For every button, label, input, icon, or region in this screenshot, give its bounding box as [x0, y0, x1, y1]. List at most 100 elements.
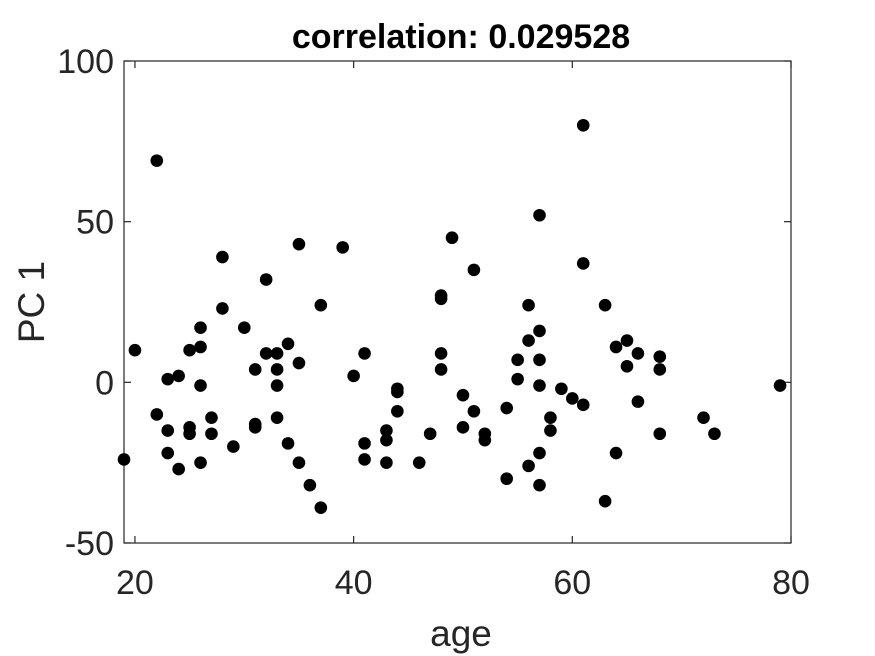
data-point: [358, 437, 371, 450]
data-point: [270, 411, 284, 424]
data-point: [773, 379, 787, 392]
data-point: [216, 250, 229, 264]
data-point: [653, 363, 667, 376]
data-point: [358, 453, 371, 466]
data-point: [522, 298, 535, 312]
data-point: [533, 446, 546, 460]
data-point: [161, 446, 175, 460]
data-point: [434, 347, 448, 360]
data-point: [314, 298, 328, 312]
data-point: [183, 427, 196, 441]
data-point: [544, 411, 557, 424]
data-point: [248, 363, 262, 376]
data-point: [314, 501, 328, 514]
data-point: [270, 363, 284, 376]
data-point: [391, 385, 404, 399]
data-point: [631, 395, 645, 408]
data-point: [412, 456, 426, 469]
data-point: [511, 353, 524, 367]
data-point: [172, 369, 185, 383]
data-point: [522, 334, 535, 347]
data-point: [576, 257, 590, 270]
data-point: [358, 347, 371, 360]
data-point: [161, 372, 175, 386]
data-point: [128, 343, 142, 357]
data-point: [511, 372, 524, 386]
data-point: [434, 363, 448, 376]
data-point: [227, 440, 240, 453]
data-point: [467, 263, 481, 277]
data-point: [576, 398, 590, 412]
data-point: [653, 350, 667, 363]
data-point: [292, 456, 306, 469]
data-point: [445, 231, 459, 245]
data-point: [598, 298, 612, 312]
data-point: [500, 472, 514, 486]
axis-ticks: [124, 60, 792, 544]
x-tick-label: 40: [335, 564, 373, 602]
data-point: [544, 424, 557, 437]
data-point: [609, 340, 623, 354]
data-point: [434, 292, 448, 306]
data-point: [281, 437, 295, 450]
data-point: [248, 421, 262, 434]
y-axis-tick-labels: -50 0 50 100: [57, 43, 114, 563]
data-point: [478, 433, 492, 447]
data-point: [533, 353, 546, 367]
data-point: [533, 324, 546, 338]
data-point: [533, 379, 546, 392]
data-point: [194, 456, 207, 469]
data-point: [303, 478, 317, 492]
plot-area-frame: [123, 60, 792, 544]
data-point: [566, 392, 579, 405]
data-point: [708, 427, 721, 441]
data-point: [194, 340, 207, 354]
data-point: [598, 494, 612, 508]
data-point: [205, 411, 218, 424]
data-point: [259, 273, 273, 286]
data-point: [150, 408, 164, 421]
data-point: [456, 388, 470, 402]
data-point: [172, 462, 185, 476]
data-point: [423, 427, 437, 441]
data-point: [380, 433, 393, 447]
data-point: [161, 424, 175, 437]
data-point: [620, 359, 634, 373]
data-point: [391, 404, 404, 418]
x-axis-label: age: [430, 613, 492, 654]
data-point: [522, 459, 535, 473]
data-point: [205, 427, 218, 441]
x-axis-tick-labels: 20 40 60 80: [116, 564, 810, 602]
y-tick-label: 0: [95, 364, 114, 402]
data-point: [292, 356, 306, 370]
data-point: [533, 208, 546, 222]
data-point: [456, 421, 470, 434]
data-point: [216, 302, 229, 315]
y-tick-label: 50: [76, 204, 114, 242]
data-point: [194, 379, 207, 392]
data-point: [270, 379, 284, 392]
data-point: [150, 154, 164, 167]
x-tick-label: 80: [772, 564, 810, 602]
data-point: [555, 382, 568, 396]
data-point: [533, 478, 546, 492]
data-point: [380, 456, 393, 469]
data-point: [697, 411, 710, 424]
data-point: [259, 347, 273, 360]
y-tick-label: -50: [65, 525, 114, 563]
data-point: [620, 334, 634, 347]
data-point: [467, 404, 481, 418]
x-tick-label: 20: [116, 564, 154, 602]
data-point: [336, 241, 349, 254]
data-point: [281, 337, 295, 351]
data-point: [292, 237, 306, 251]
x-tick-label: 60: [553, 564, 591, 602]
data-point: [347, 369, 360, 383]
data-points: [117, 118, 787, 514]
data-point: [380, 424, 393, 437]
data-point: [631, 347, 645, 360]
data-point: [653, 427, 667, 441]
y-axis-label: PC 1: [11, 261, 52, 343]
data-point: [194, 321, 207, 335]
